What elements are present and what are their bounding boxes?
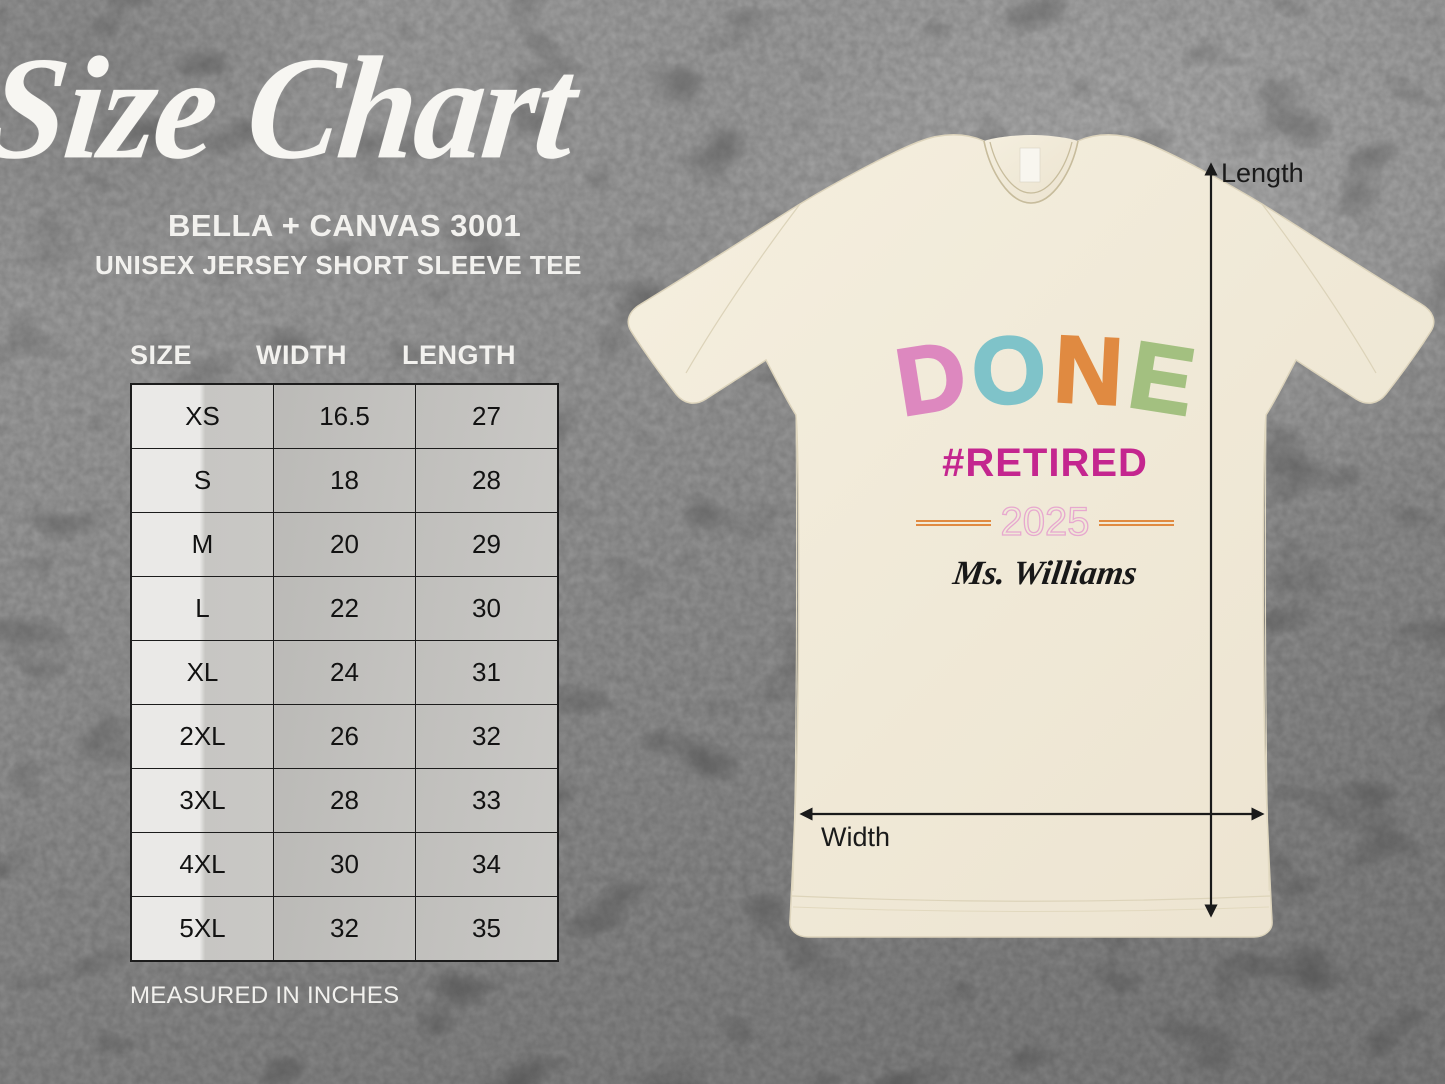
svg-text:Width: Width xyxy=(821,822,890,852)
svg-text:Length: Length xyxy=(1221,158,1304,188)
